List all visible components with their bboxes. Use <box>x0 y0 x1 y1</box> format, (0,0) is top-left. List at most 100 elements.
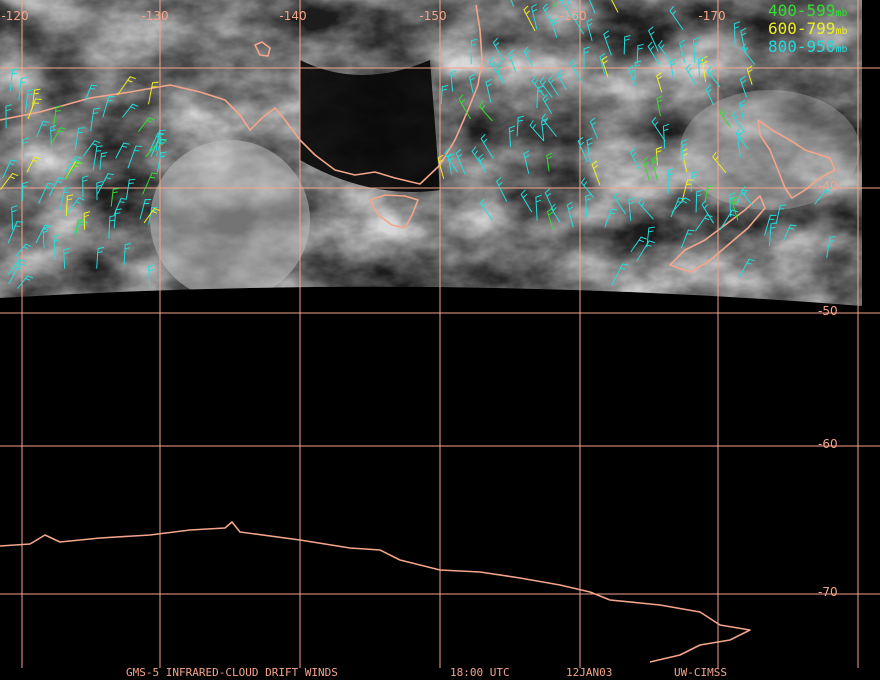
wind-barb <box>488 56 504 81</box>
wind-barb <box>642 157 651 182</box>
wind-barb <box>148 81 159 105</box>
wind-barb <box>477 153 487 174</box>
wind-barb <box>670 197 685 218</box>
wind-barb <box>662 123 670 149</box>
wind-barb <box>547 75 559 96</box>
wind-barb <box>546 152 553 172</box>
wind-barb <box>17 275 34 289</box>
wind-barb <box>108 214 116 239</box>
wind-barb <box>705 84 715 106</box>
wind-barb <box>11 205 18 230</box>
wind-barb <box>74 127 85 151</box>
wind-barb <box>736 189 749 206</box>
wind-barb <box>569 58 583 83</box>
wind-barb <box>38 182 54 204</box>
legend-entry: 800-950mb <box>768 37 847 56</box>
wind-barb <box>712 151 727 174</box>
wind-barb <box>567 0 571 8</box>
wind-barb <box>458 94 472 120</box>
wind-barb <box>647 26 659 52</box>
wind-barb <box>656 95 663 117</box>
wind-barb <box>148 264 155 289</box>
wind-barb <box>26 156 41 173</box>
wind-barb <box>541 113 557 137</box>
wind-barb <box>523 150 530 174</box>
wind-barb <box>551 17 558 38</box>
wind-barb <box>530 3 538 30</box>
wind-barb <box>826 236 836 258</box>
wind-barb <box>22 137 29 158</box>
wind-barb <box>542 3 552 23</box>
wind-barb <box>18 77 28 100</box>
wind-barb <box>535 194 542 221</box>
wind-barb <box>139 199 152 220</box>
wind-barb <box>35 224 51 244</box>
wind-barb <box>8 263 26 285</box>
wind-barb <box>90 107 100 131</box>
wind-barb <box>736 131 744 158</box>
wind-barb <box>611 0 619 13</box>
wind-barb <box>523 5 536 32</box>
wind-barb <box>115 142 130 159</box>
wind-barb <box>719 107 731 128</box>
wind-barb <box>738 258 755 278</box>
wind-barb <box>96 173 114 195</box>
wind-barb <box>127 145 143 169</box>
wind-barb <box>741 43 756 65</box>
wind-barb <box>589 0 596 14</box>
wind-barb <box>7 221 24 244</box>
legend-unit: mb <box>835 8 847 19</box>
wind-barb <box>546 207 554 229</box>
wind-barb <box>580 177 595 199</box>
latitude-labels: -40 -50 -60 -70 <box>818 179 838 599</box>
wind-barb <box>694 214 713 232</box>
wind-barb <box>542 94 553 114</box>
wind-barb <box>651 116 666 142</box>
wind-barb <box>65 194 74 217</box>
wind-barb <box>437 154 445 179</box>
wind-barb <box>27 98 42 120</box>
wind-barb <box>739 99 746 121</box>
wind-barb <box>583 46 590 70</box>
wind-barb <box>480 133 494 159</box>
wind-barb <box>536 85 544 109</box>
longitude-labels: -120 -130 -140 -150 -160 -170 <box>1 9 725 23</box>
wind-barb <box>646 226 655 248</box>
footer-time: 18:00 UTC <box>450 666 510 679</box>
wind-barb <box>74 219 85 239</box>
wind-barb <box>729 192 736 217</box>
longitude-label: -150 <box>419 9 446 23</box>
wind-barb <box>685 63 696 85</box>
wind-barb <box>157 151 167 173</box>
wind-barb <box>450 70 457 92</box>
legend-entry: 600-799mb <box>768 19 847 38</box>
wind-barb <box>544 188 554 212</box>
wind-barb <box>22 181 29 201</box>
wind-barb <box>65 160 84 179</box>
wind-barb <box>657 40 672 63</box>
wind-barb <box>523 46 534 66</box>
wind-barb <box>704 185 714 203</box>
wind-barb <box>64 197 85 218</box>
wind-barb <box>695 189 703 213</box>
legend-range: 600-799 <box>768 19 835 38</box>
wind-barb <box>671 197 691 213</box>
wind-barb <box>492 37 504 61</box>
footer-source: UW-CIMSS <box>674 666 727 679</box>
wind-barb <box>25 89 35 113</box>
wind-barb <box>479 198 493 221</box>
wind-barb <box>769 222 777 247</box>
wind-barb <box>155 129 166 152</box>
wind-barb <box>586 18 593 41</box>
wind-barb <box>31 88 41 110</box>
wind-barb <box>92 145 103 170</box>
wind-barb <box>65 155 82 172</box>
longitude-label: -170 <box>698 9 725 23</box>
wind-barb <box>775 204 787 225</box>
latitude-label: -60 <box>818 437 838 451</box>
wind-barb <box>541 118 548 142</box>
wind-barb <box>623 35 631 55</box>
wind-barb <box>681 139 688 161</box>
latitude-label: -40 <box>818 179 838 193</box>
wind-barb <box>9 68 19 92</box>
